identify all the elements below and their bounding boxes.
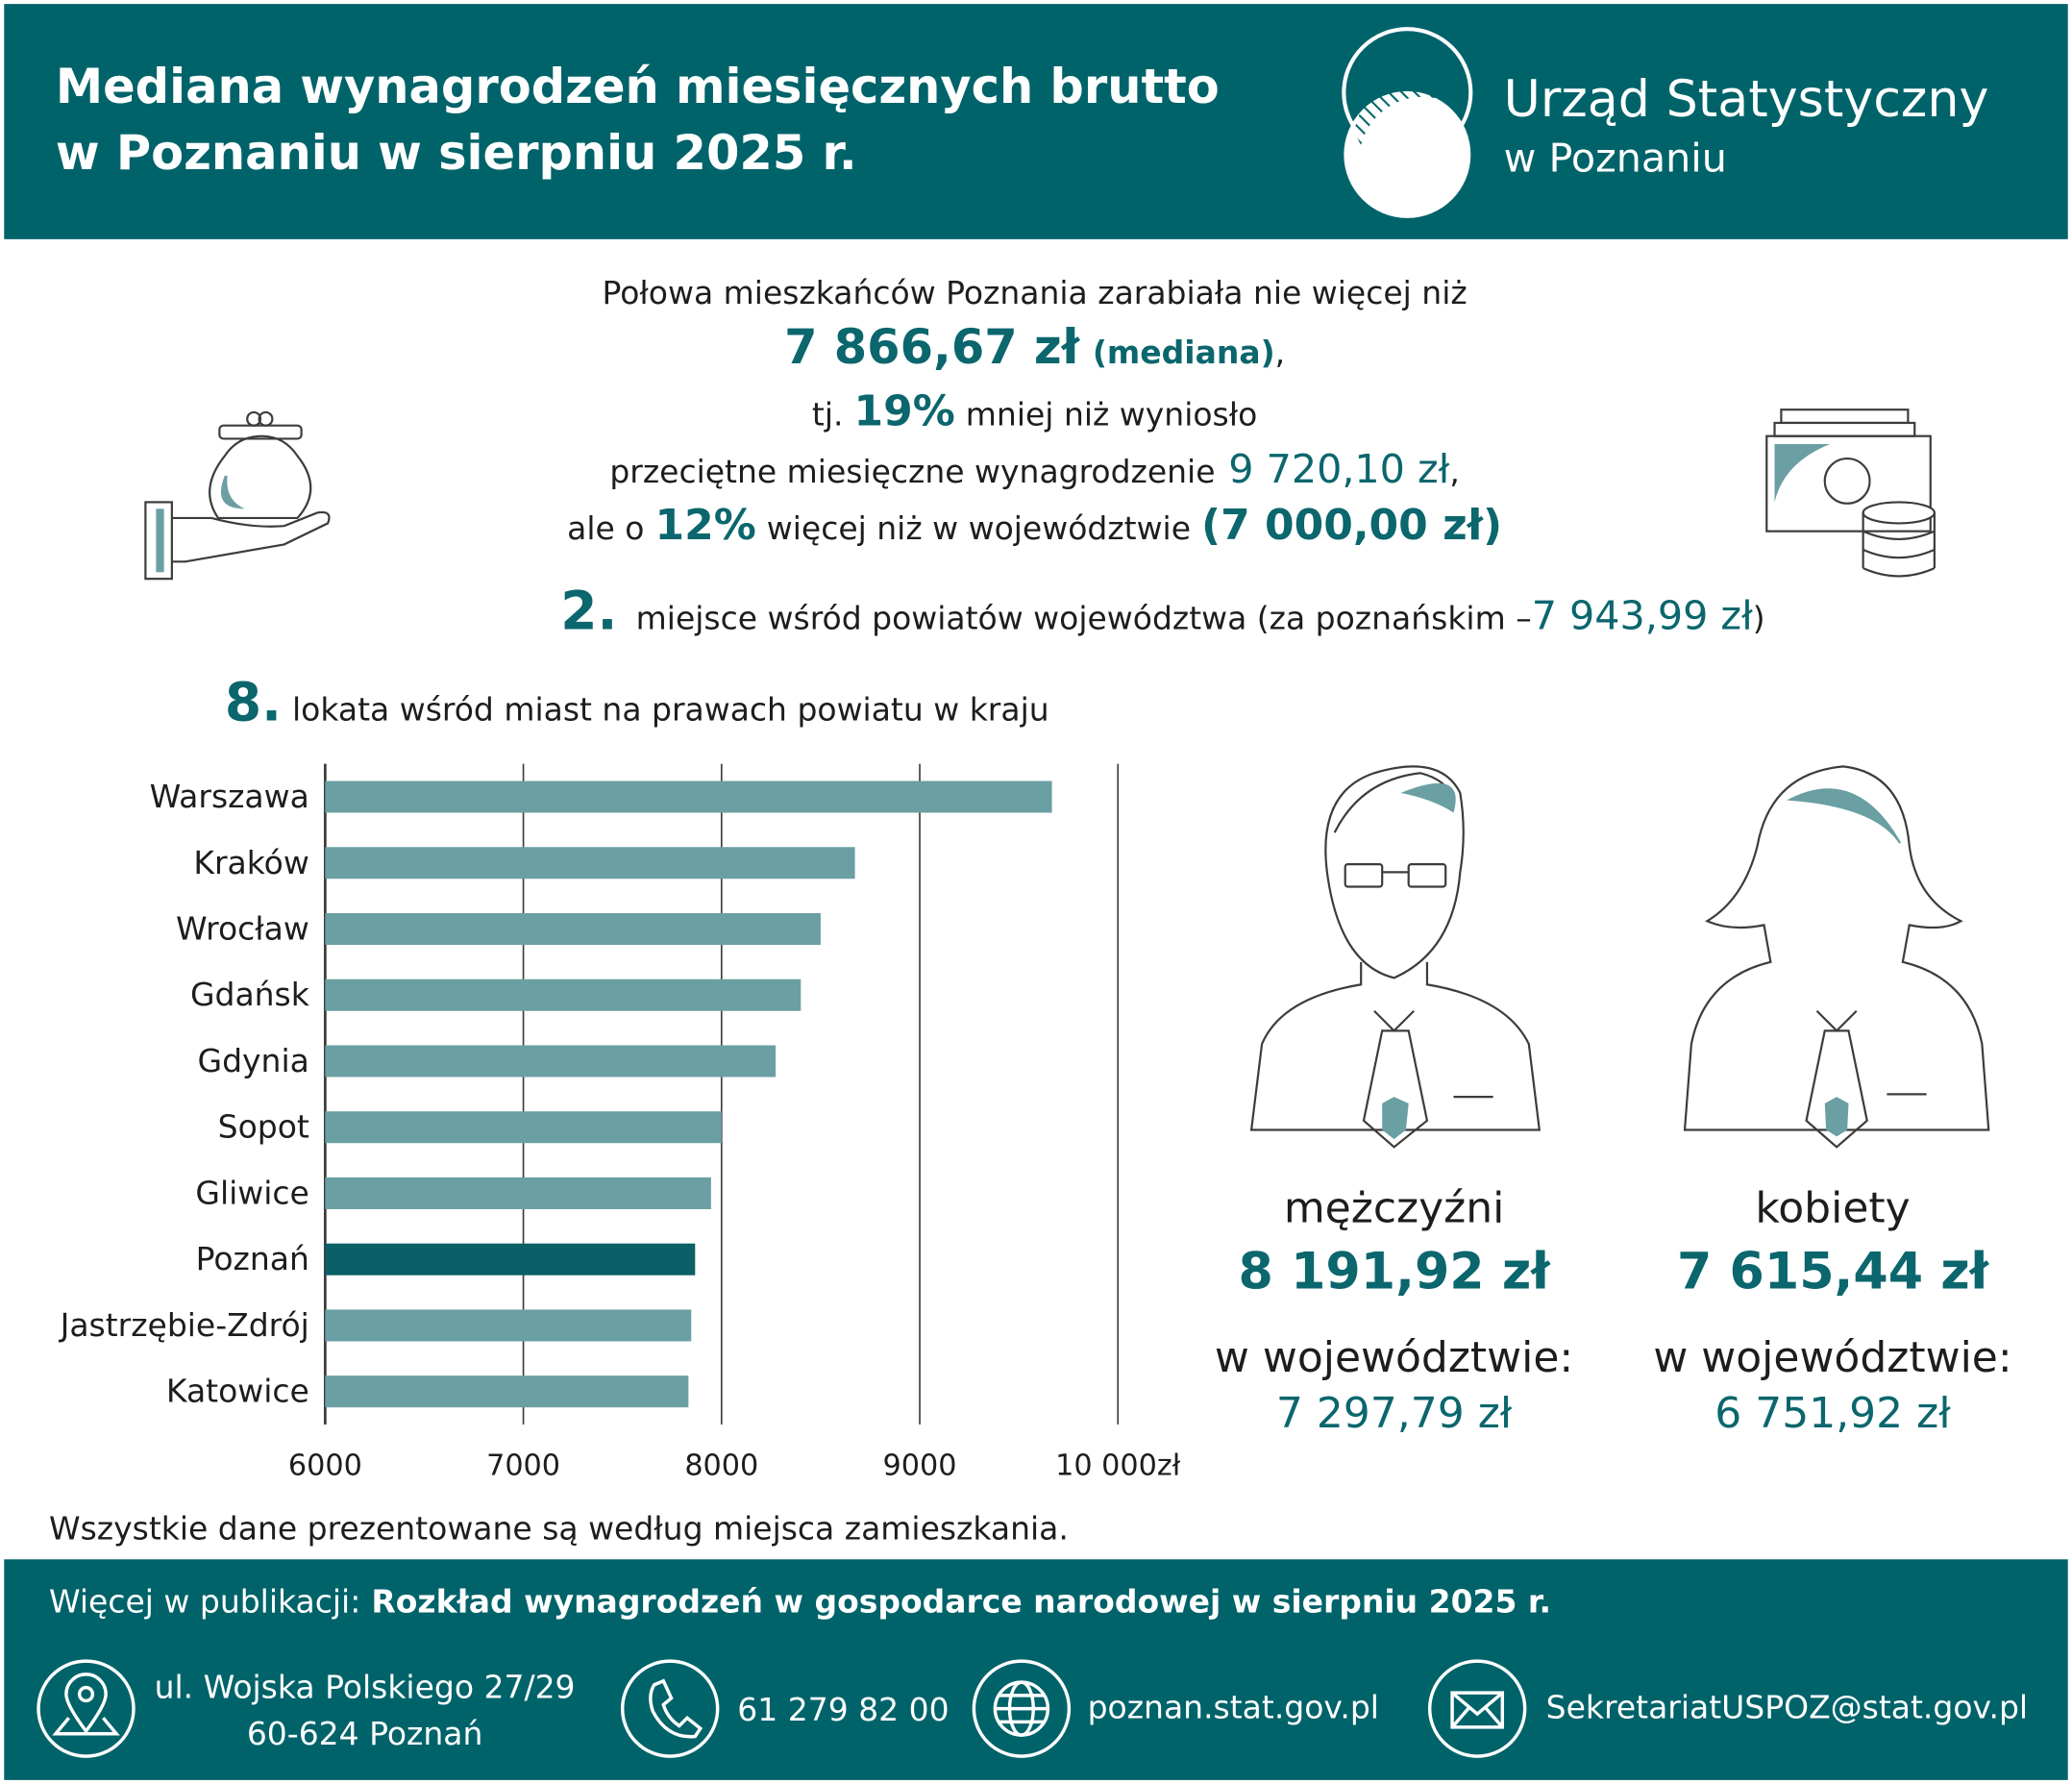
title: Mediana wynagrodzeń miesięcznych brutto: [56, 59, 1220, 114]
x-tick-label: 7000: [486, 1449, 560, 1482]
y-tick-label: Poznań: [196, 1240, 309, 1277]
rank-value: 7 943,99 zł: [1532, 592, 1753, 638]
text: mniej niż wyniosło: [966, 396, 1258, 434]
region-value: 6 751,92 zł: [1714, 1389, 1951, 1438]
y-tick-label: Katowice: [166, 1373, 309, 1410]
purse-icon: [144, 410, 331, 581]
web-icon: [972, 1659, 1072, 1758]
punct: ,: [1275, 334, 1286, 371]
phone-icon: [620, 1659, 720, 1758]
bar: [325, 1111, 722, 1144]
email: SekretariatUSPOZ@stat.gov.pl: [1546, 1688, 2028, 1725]
x-tick-label: 9000: [883, 1449, 957, 1482]
more-label: Więcej w publikacji:: [49, 1582, 360, 1620]
man-icon: [1249, 765, 1542, 1149]
bar: [325, 1045, 777, 1078]
publication-line: Więcej w publikacji: Rozkład wynagrodzeń …: [49, 1582, 1551, 1620]
logo-text: Urząd Statystyczny: [1504, 71, 1989, 129]
gender-label: kobiety: [1755, 1184, 1910, 1233]
summary-line: ale o 12% więcej niż w województwie (7 000,…: [567, 501, 1502, 550]
phone: 61 279 82 00: [737, 1691, 949, 1728]
y-tick-label: Warszawa: [150, 778, 309, 815]
bar: [325, 979, 802, 1011]
gender-value: 7 615,44 zł: [1677, 1243, 1990, 1301]
region-value: (7 000,00 zł): [1201, 501, 1502, 550]
bar: [325, 1177, 711, 1209]
money-icon: [1765, 409, 1936, 578]
punct: ): [1753, 599, 1765, 636]
bar: [325, 1309, 692, 1342]
summary-line: Połowa mieszkańców Poznania zarabiała ni…: [603, 274, 1468, 311]
bar: [325, 912, 821, 945]
y-tick-label: Kraków: [193, 844, 309, 881]
woman-icon: [1683, 765, 1990, 1149]
y-tick-label: Gdynia: [198, 1042, 309, 1079]
percent: 12%: [654, 501, 755, 550]
address-icon: [37, 1659, 136, 1758]
y-tick-label: Sopot: [218, 1108, 309, 1146]
text: ale o: [567, 509, 644, 547]
gender-label: mężczyźni: [1284, 1184, 1504, 1233]
chart-title-text: lokata wśród miast na prawach powiatu w …: [292, 690, 1049, 728]
y-tick-label: Gliwice: [195, 1174, 308, 1211]
bar: [325, 847, 855, 880]
text: więcej niż w województwie: [767, 509, 1191, 547]
summary-line: przeciętne miesięczne wynagrodzenie 9 720…: [609, 446, 1459, 492]
median: 7 866,67 zł: [784, 319, 1081, 375]
website: poznan.stat.gov.pl: [1088, 1688, 1379, 1725]
y-tick-label: Gdańsk: [190, 976, 309, 1013]
text: miejsce wśród powiatów województwa (za p…: [636, 599, 1532, 636]
publication: Rozkład wynagrodzeń w gospodarce narodow…: [371, 1582, 1551, 1620]
summary-line: 7 866,67 zł (mediana),: [784, 319, 1285, 375]
y-tick-label: Wrocław: [176, 909, 309, 947]
bar: [325, 1375, 689, 1408]
bar-chart: 6000 7000 8000 9000 10 000zł Warszawa Kraków Wr…: [59, 763, 1181, 1482]
y-tick-label: Jastrzębie-Zdrój: [59, 1306, 309, 1344]
mail-icon: [1427, 1659, 1527, 1758]
chart-title: 8. lokata wśród miast na prawach powiatu …: [225, 671, 1049, 732]
punct: ,: [1449, 453, 1460, 490]
logo: [1342, 27, 1473, 218]
text: przeciętne miesięczne wynagrodzenie: [609, 453, 1215, 490]
gender-value: 8 191,92 zł: [1239, 1243, 1552, 1301]
logo-text: w Poznaniu: [1504, 136, 1727, 182]
note: Wszystkie dane prezentowane są według mi…: [49, 1510, 1069, 1548]
summary-line: tj. 19% mniej niż wyniosło: [812, 387, 1257, 436]
title: w Poznaniu w sierpniu 2025 r.: [56, 125, 857, 181]
region-label: w województwie:: [1653, 1333, 2011, 1382]
bar: [325, 1243, 696, 1276]
region-label: w województwie:: [1215, 1333, 1573, 1382]
text: tj.: [812, 396, 844, 434]
header-band: [4, 4, 2068, 239]
rank-number: 2.: [560, 580, 617, 641]
x-tick-label: 8000: [684, 1449, 758, 1482]
x-tick-label: 6000: [288, 1449, 362, 1482]
rank-line: 2. miejsce wśród powiatów województwa (za…: [560, 580, 1764, 641]
address: 60-624 Poznań: [247, 1715, 483, 1752]
average: 9 720,10 zł: [1228, 446, 1449, 492]
footer-band: [4, 1559, 2068, 1780]
x-tick-label: 10 000zł: [1055, 1449, 1181, 1482]
region-value: 7 297,79 zł: [1276, 1389, 1513, 1438]
address: ul. Wojska Polskiego 27/29: [155, 1669, 576, 1706]
chart-title-number: 8.: [225, 671, 282, 732]
bar: [325, 780, 1052, 813]
percent: 19%: [854, 387, 955, 436]
median-note: (mediana): [1093, 334, 1275, 371]
